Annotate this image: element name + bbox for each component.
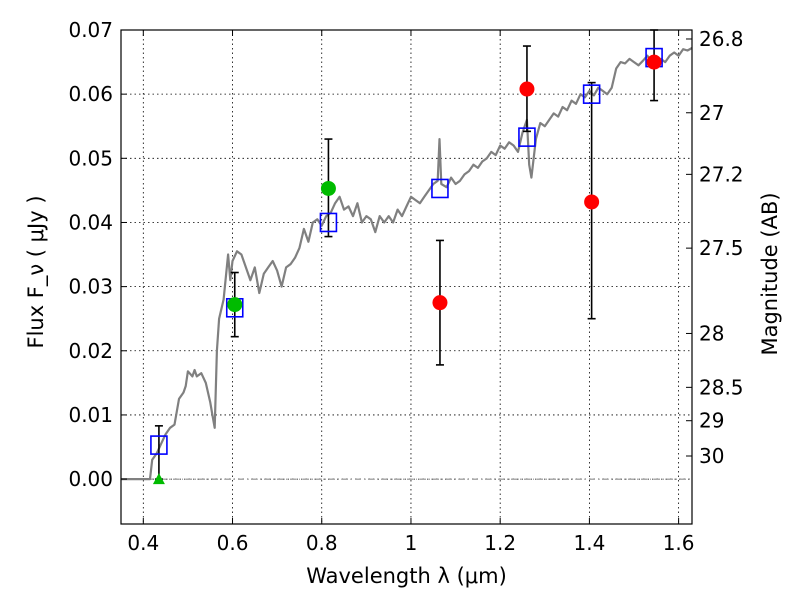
template-spectrum-line <box>121 47 693 481</box>
y-tick-label: 0.02 <box>68 339 113 363</box>
x-tick-label: 0.6 <box>217 531 249 555</box>
mag-tick-label: 27.2 <box>699 162 744 186</box>
mag-tick-label: 26.8 <box>699 27 744 51</box>
y-tick-label: 0.04 <box>68 210 113 234</box>
x-axis-label: Wavelength λ (μm) <box>306 564 507 588</box>
grid-lines <box>121 29 692 524</box>
x-tick-label: 0.8 <box>306 531 338 555</box>
axis-ticks: 0.4 0.6 0.8 1 1.2 1.4 1.6 0.00 0.01 0.02 0.03 0.04 0… <box>68 18 743 555</box>
y-tick-label: 0.01 <box>68 403 113 427</box>
mag-tick-label: 28.5 <box>699 375 744 399</box>
plot-area <box>121 29 693 485</box>
plot-frame <box>120 29 693 525</box>
model-flux-square <box>431 178 449 199</box>
x-tick-label: 0.4 <box>127 531 159 555</box>
y2-axis-label: Magnitude (AB) <box>758 192 782 355</box>
observed-flux-point-red <box>646 54 662 70</box>
mag-tick-label: 27 <box>699 101 724 125</box>
observed-flux-point-green <box>320 180 336 196</box>
model-flux-square <box>518 127 536 147</box>
x-tick-label: 1 <box>405 531 418 555</box>
upper-limit-triangle <box>152 473 165 485</box>
observed-flux-point-red <box>432 295 448 311</box>
mag-tick-label: 28 <box>699 321 724 345</box>
x-tick-label: 1.4 <box>573 531 605 555</box>
mag-tick-label: 27.5 <box>699 236 744 260</box>
model-flux-square <box>319 212 338 233</box>
mag-tick-label: 29 <box>699 409 724 433</box>
y-tick-label: 0.00 <box>68 467 113 491</box>
y-axis-label: Flux F_ν ( μJy ) <box>24 195 49 348</box>
y-tick-label: 0.06 <box>68 82 113 106</box>
y-tick-label: 0.07 <box>68 18 113 42</box>
model-flux-square <box>582 84 601 104</box>
model-flux-square <box>150 435 168 455</box>
y-tick-label: 0.03 <box>68 275 113 299</box>
y-tick-label: 0.05 <box>68 146 113 170</box>
x-tick-label: 1.2 <box>484 531 516 555</box>
observed-flux-point-red <box>519 81 535 97</box>
observed-flux-point-red <box>584 194 600 210</box>
mag-tick-label: 30 <box>699 444 724 468</box>
observed-flux-point-green <box>227 297 243 313</box>
x-tick-label: 1.6 <box>663 531 695 555</box>
